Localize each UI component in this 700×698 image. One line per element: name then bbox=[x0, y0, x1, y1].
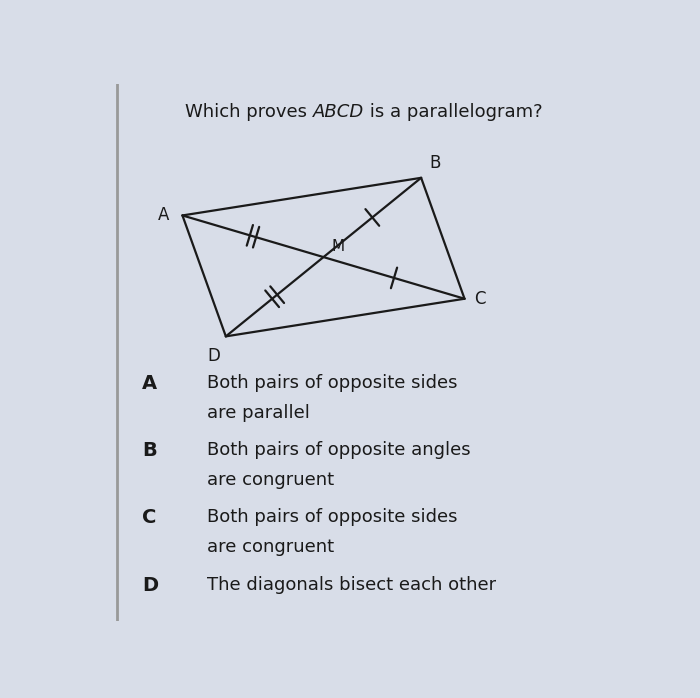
Text: Which proves: Which proves bbox=[185, 103, 313, 121]
Text: C: C bbox=[475, 290, 486, 308]
Text: Both pairs of opposite sides: Both pairs of opposite sides bbox=[207, 508, 457, 526]
Text: Both pairs of opposite sides: Both pairs of opposite sides bbox=[207, 374, 457, 392]
Text: are congruent: are congruent bbox=[207, 538, 334, 556]
Text: The diagonals bisect each other: The diagonals bisect each other bbox=[207, 576, 496, 593]
Text: Both pairs of opposite angles: Both pairs of opposite angles bbox=[207, 441, 470, 459]
Text: D: D bbox=[207, 347, 220, 365]
Text: M: M bbox=[332, 239, 344, 254]
Text: C: C bbox=[141, 508, 156, 528]
Text: are parallel: are parallel bbox=[207, 403, 309, 422]
Text: ABCD: ABCD bbox=[313, 103, 364, 121]
Text: A: A bbox=[158, 207, 169, 225]
Text: A: A bbox=[141, 374, 157, 393]
Text: is a parallelogram?: is a parallelogram? bbox=[364, 103, 542, 121]
Text: are congruent: are congruent bbox=[207, 470, 334, 489]
Text: B: B bbox=[141, 441, 157, 460]
Text: B: B bbox=[429, 154, 441, 172]
Text: D: D bbox=[141, 576, 158, 595]
